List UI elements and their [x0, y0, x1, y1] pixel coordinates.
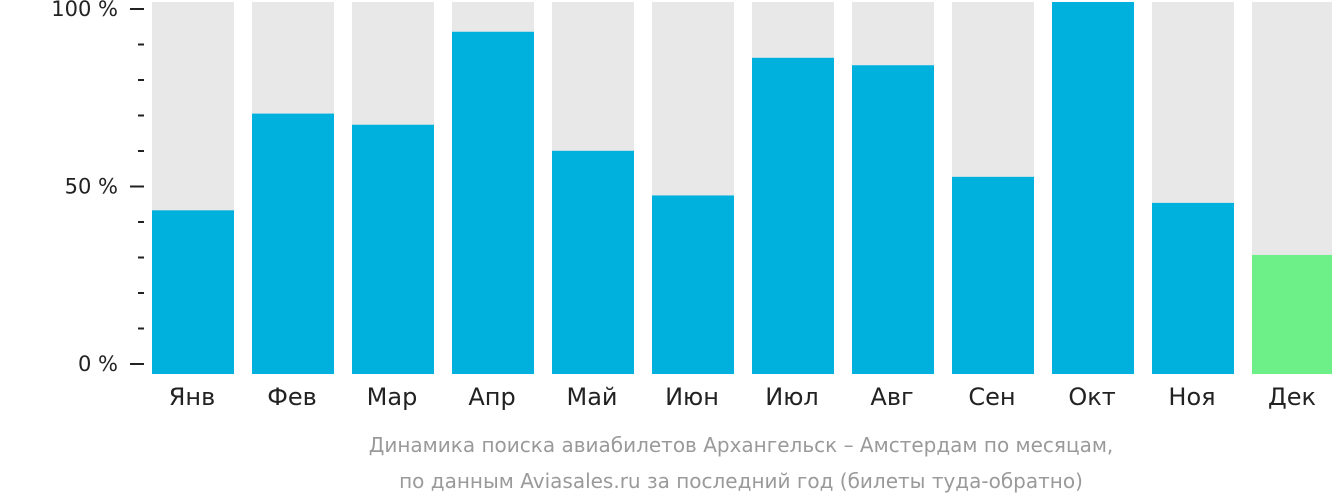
- bar-12: [1252, 254, 1332, 374]
- x-tick-label-8: Авг: [870, 383, 913, 411]
- bar-11: [1152, 202, 1234, 374]
- x-tick-label-7: Июл: [765, 383, 819, 411]
- x-tick-label-2: Фев: [267, 383, 317, 411]
- x-tick-label-3: Мар: [367, 383, 418, 411]
- y-tick-label-3: 100 %: [51, 0, 118, 21]
- bar-2: [252, 113, 334, 374]
- chart-caption-line-2: по данным Aviasales.ru за последний год …: [399, 469, 1083, 493]
- y-axis: 0 % 50 % 100 %: [51, 0, 144, 376]
- y-tick-label-1: 0 %: [78, 352, 118, 376]
- bar-3: [352, 124, 434, 374]
- bar-6: [652, 195, 734, 374]
- bar-7: [752, 57, 834, 375]
- x-tick-label-6: Июн: [665, 383, 719, 411]
- chart-caption-line-1: Динамика поиска авиабилетов Архангельск …: [369, 433, 1114, 457]
- bar-1: [152, 210, 234, 374]
- x-tick-label-1: Янв: [169, 383, 216, 411]
- x-tick-label-11: Ноя: [1168, 383, 1215, 411]
- x-axis-labels: Янв Фев Мар Апр Май Июн Июл Авг Сен Окт Ноя Дек: [169, 383, 1316, 411]
- x-tick-label-9: Сен: [968, 383, 1015, 411]
- x-tick-label-4: Апр: [468, 383, 515, 411]
- bar-5: [552, 150, 634, 374]
- y-tick-label-2: 50 %: [65, 175, 118, 199]
- bar-10: [1052, 2, 1134, 374]
- x-tick-label-10: Окт: [1068, 383, 1115, 411]
- bar-8: [852, 65, 934, 375]
- x-tick-label-5: Май: [566, 383, 617, 411]
- value-bars: [152, 2, 1332, 375]
- bar-9: [952, 176, 1034, 374]
- bar-4: [452, 31, 534, 374]
- x-tick-label-12: Дек: [1268, 383, 1316, 411]
